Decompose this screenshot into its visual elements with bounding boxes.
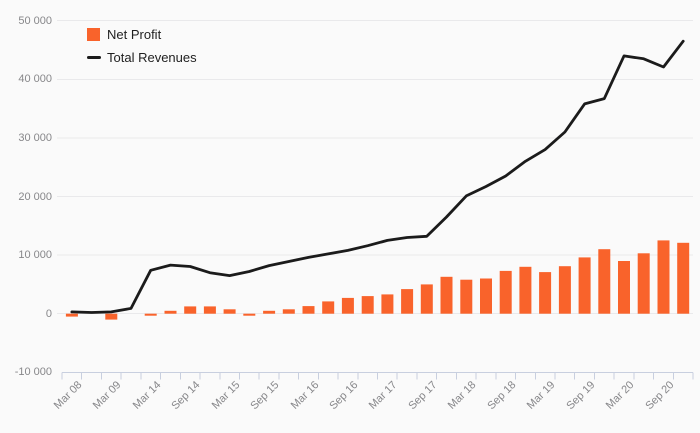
net-profit-bar[interactable]	[65, 313, 78, 317]
net-profit-bar[interactable]	[618, 261, 630, 314]
net-profit-bar[interactable]	[420, 284, 433, 314]
legend-item-net-profit[interactable]: Net Profit	[87, 25, 197, 43]
net-profit-bar[interactable]	[144, 313, 157, 316]
net-profit-bar[interactable]	[598, 249, 611, 314]
net-profit-bar[interactable]	[657, 240, 670, 314]
net-profit-bar[interactable]	[480, 278, 492, 314]
net-profit-bar[interactable]	[263, 310, 276, 314]
net-profit-bar[interactable]	[243, 313, 256, 316]
y-axis-label: 30 000	[18, 131, 52, 144]
net-profit-bar[interactable]	[460, 279, 473, 314]
net-profit-bar[interactable]	[637, 253, 650, 314]
legend: Net Profit Total Revenues	[87, 25, 197, 66]
net-profit-bar[interactable]	[322, 301, 335, 314]
net-profit-bar[interactable]	[341, 297, 354, 314]
y-axis-label: 40 000	[18, 73, 52, 86]
net-profit-bar[interactable]	[302, 306, 315, 314]
net-profit-bar[interactable]	[105, 313, 118, 320]
net-profit-swatch-icon	[87, 27, 100, 41]
net-profit-bar[interactable]	[440, 276, 453, 314]
total-revenues-line	[70, 39, 685, 314]
net-profit-bar[interactable]	[499, 270, 512, 314]
net-profit-bar[interactable]	[539, 272, 552, 314]
net-profit-bar[interactable]	[282, 309, 295, 314]
legend-label-net-profit: Net Profit	[107, 26, 162, 42]
net-profit-bar[interactable]	[519, 266, 532, 314]
net-profit-bar[interactable]	[361, 296, 374, 314]
net-profit-bar[interactable]	[677, 242, 690, 314]
legend-label-total-revenues: Total Revenues	[107, 49, 197, 65]
net-profit-bar[interactable]	[578, 257, 591, 314]
legend-item-total-revenues[interactable]: Total Revenues	[87, 48, 197, 66]
net-profit-bar[interactable]	[164, 310, 177, 314]
net-profit-bar[interactable]	[223, 309, 236, 314]
net-profit-bar[interactable]	[558, 266, 571, 314]
y-axis-label: 50 000	[18, 14, 52, 27]
y-axis-label: 20 000	[18, 190, 52, 203]
net-profit-bar[interactable]	[381, 294, 394, 314]
net-profit-bar[interactable]	[184, 306, 197, 314]
y-axis-label: 10 000	[18, 249, 52, 262]
net-profit-bar[interactable]	[401, 289, 414, 314]
y-axis-label: 0	[45, 307, 52, 320]
y-axis-label: -10 000	[14, 366, 52, 379]
net-profit-bar[interactable]	[203, 306, 216, 314]
total-revenues-swatch-icon	[87, 55, 101, 59]
